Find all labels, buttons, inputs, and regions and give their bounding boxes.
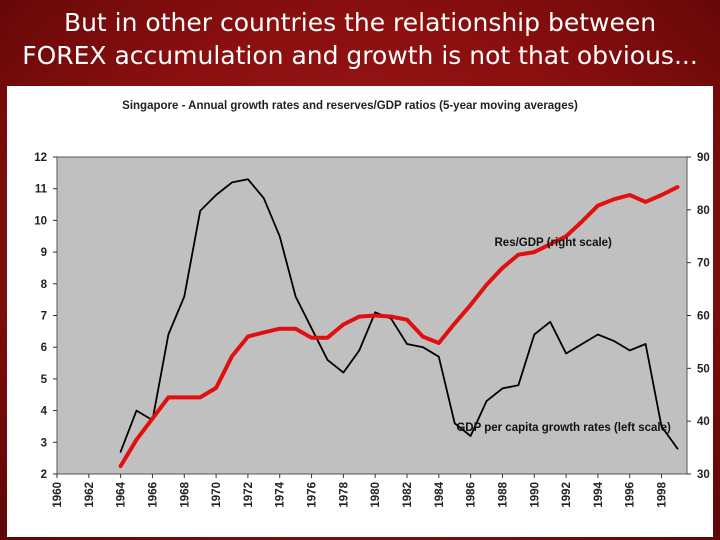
x-tick-label: 1972 xyxy=(243,482,255,508)
slide-title: But in other countries the relationship … xyxy=(0,6,720,72)
right-tick-label: 70 xyxy=(697,258,710,270)
x-tick-label: 1994 xyxy=(593,481,605,507)
chart: Singapore - Annual growth rates and rese… xyxy=(34,100,710,508)
left-tick-label: 9 xyxy=(41,247,47,259)
slide-title-line-1: But in other countries the relationship … xyxy=(63,8,657,37)
left-tick-label: 5 xyxy=(41,374,48,386)
right-tick-label: 40 xyxy=(697,416,710,428)
axes: 2 3 4 5 6 7 8 9 10 11 12 30 40 50 60 70 80 90 1960 1962 1964… xyxy=(34,152,710,508)
x-tick-label: 1966 xyxy=(147,482,159,508)
left-tick-label: 4 xyxy=(41,406,48,418)
left-tick-label: 10 xyxy=(34,215,47,227)
x-tick-label: 1974 xyxy=(275,481,287,507)
x-tick-label: 1980 xyxy=(370,482,382,508)
x-tick-label: 1996 xyxy=(625,482,637,508)
x-tick-label: 1964 xyxy=(116,481,128,507)
annotations: Res/GDP (right scale) GDP per capita grow… xyxy=(456,237,671,434)
gdp-growth-line xyxy=(119,178,679,453)
x-tick-label: 1960 xyxy=(52,482,64,508)
x-tick-label: 1990 xyxy=(529,482,541,508)
x-tick-label: 1968 xyxy=(179,481,191,507)
right-tick-label: 60 xyxy=(697,311,710,323)
x-tick-label: 1976 xyxy=(307,482,319,508)
series xyxy=(118,178,680,469)
x-tick-label: 1986 xyxy=(466,482,478,508)
left-tick-label: 7 xyxy=(41,311,47,323)
chart-title: Singapore - Annual growth rates and rese… xyxy=(122,100,578,112)
x-tick-label: 1998 xyxy=(657,481,669,507)
reserves-series-label: Res/GDP (right scale) xyxy=(495,237,613,249)
left-tick-label: 2 xyxy=(41,469,47,481)
x-tick-label: 1982 xyxy=(402,482,414,508)
reserves-gdp-line xyxy=(118,185,680,469)
right-tick-label: 80 xyxy=(697,205,710,217)
right-tick-label: 30 xyxy=(697,469,710,481)
right-tick-label: 50 xyxy=(697,363,710,375)
right-tick-label: 90 xyxy=(697,152,710,164)
x-tick-label: 1978 xyxy=(338,481,350,507)
left-tick-label: 11 xyxy=(35,184,48,196)
left-tick-label: 6 xyxy=(41,342,47,354)
x-tick-label: 1984 xyxy=(434,481,446,507)
x-tick-label: 1992 xyxy=(561,482,573,508)
slide-title-line-2: FOREX accumulation and growth is not tha… xyxy=(22,41,698,70)
chart-panel: Singapore - Annual growth rates and rese… xyxy=(7,86,713,537)
x-tick-label: 1962 xyxy=(84,482,96,508)
x-tick-label: 1988 xyxy=(497,481,509,507)
x-tick-label: 1970 xyxy=(211,482,223,508)
growth-series-label: GDP per capita growth rates (left scale) xyxy=(456,422,671,434)
left-tick-label: 12 xyxy=(34,152,47,164)
left-tick-label: 3 xyxy=(41,437,47,449)
left-tick-label: 8 xyxy=(41,279,48,291)
